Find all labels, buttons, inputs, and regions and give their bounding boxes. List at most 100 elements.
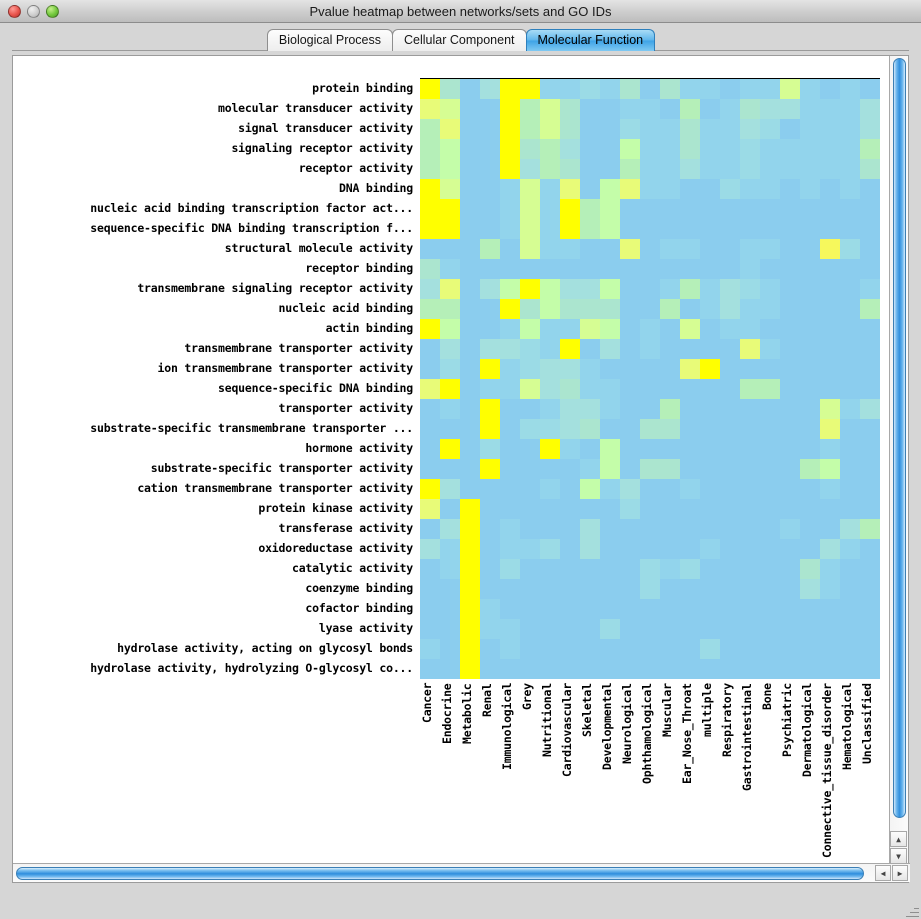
- heatmap-cell[interactable]: [780, 499, 800, 519]
- heatmap-cell[interactable]: [460, 619, 480, 639]
- heatmap-cell[interactable]: [800, 159, 820, 179]
- heatmap-cell[interactable]: [460, 279, 480, 299]
- heatmap-cell[interactable]: [480, 499, 500, 519]
- heatmap-cell[interactable]: [500, 99, 520, 119]
- heatmap-cell[interactable]: [480, 359, 500, 379]
- heatmap-cell[interactable]: [700, 219, 720, 239]
- heatmap-cell[interactable]: [500, 79, 520, 99]
- heatmap-cell[interactable]: [560, 279, 580, 299]
- heatmap-cell[interactable]: [660, 559, 680, 579]
- heatmap-cell[interactable]: [460, 159, 480, 179]
- heatmap-cell[interactable]: [500, 459, 520, 479]
- heatmap-cell[interactable]: [520, 239, 540, 259]
- heatmap-cell[interactable]: [720, 519, 740, 539]
- heatmap-cell[interactable]: [740, 399, 760, 419]
- heatmap-cell[interactable]: [780, 339, 800, 359]
- heatmap-cell[interactable]: [860, 219, 880, 239]
- heatmap-cell[interactable]: [640, 599, 660, 619]
- heatmap-cell[interactable]: [580, 219, 600, 239]
- heatmap-cell[interactable]: [640, 619, 660, 639]
- heatmap-cell[interactable]: [740, 639, 760, 659]
- heatmap-cell[interactable]: [680, 99, 700, 119]
- heatmap-cell[interactable]: [460, 359, 480, 379]
- heatmap-cell[interactable]: [660, 159, 680, 179]
- heatmap-cell[interactable]: [580, 419, 600, 439]
- heatmap-cell[interactable]: [720, 559, 740, 579]
- heatmap-cell[interactable]: [820, 139, 840, 159]
- heatmap-cell[interactable]: [760, 299, 780, 319]
- heatmap-cell[interactable]: [420, 339, 440, 359]
- heatmap-cell[interactable]: [660, 119, 680, 139]
- heatmap-cell[interactable]: [520, 599, 540, 619]
- heatmap-cell[interactable]: [460, 539, 480, 559]
- heatmap-cell[interactable]: [480, 259, 500, 279]
- heatmap-cell[interactable]: [480, 419, 500, 439]
- heatmap-cell[interactable]: [720, 359, 740, 379]
- heatmap-cell[interactable]: [540, 419, 560, 439]
- heatmap-cell[interactable]: [760, 499, 780, 519]
- heatmap-cell[interactable]: [840, 439, 860, 459]
- heatmap-cell[interactable]: [820, 659, 840, 679]
- heatmap-cell[interactable]: [480, 239, 500, 259]
- heatmap-cell[interactable]: [720, 479, 740, 499]
- heatmap-cell[interactable]: [740, 379, 760, 399]
- heatmap-cell[interactable]: [620, 179, 640, 199]
- horizontal-scrollbar[interactable]: ◀ ▶: [13, 863, 910, 882]
- heatmap-cell[interactable]: [520, 579, 540, 599]
- heatmap-cell[interactable]: [540, 439, 560, 459]
- heatmap-cell[interactable]: [680, 79, 700, 99]
- heatmap-cell[interactable]: [640, 159, 660, 179]
- heatmap-cell[interactable]: [440, 159, 460, 179]
- heatmap-cell[interactable]: [600, 519, 620, 539]
- heatmap-cell[interactable]: [720, 379, 740, 399]
- heatmap-cell[interactable]: [720, 339, 740, 359]
- heatmap-cell[interactable]: [580, 499, 600, 519]
- heatmap-cell[interactable]: [820, 359, 840, 379]
- heatmap-cell[interactable]: [660, 459, 680, 479]
- heatmap-cell[interactable]: [460, 399, 480, 419]
- heatmap-cell[interactable]: [500, 499, 520, 519]
- heatmap-cell[interactable]: [680, 639, 700, 659]
- heatmap-cell[interactable]: [580, 339, 600, 359]
- heatmap-cell[interactable]: [460, 139, 480, 159]
- heatmap-cell[interactable]: [700, 339, 720, 359]
- heatmap-cell[interactable]: [540, 299, 560, 319]
- heatmap-cell[interactable]: [500, 199, 520, 219]
- heatmap-cell[interactable]: [760, 99, 780, 119]
- heatmap-cell[interactable]: [700, 279, 720, 299]
- heatmap-cell[interactable]: [640, 279, 660, 299]
- heatmap-cell[interactable]: [480, 639, 500, 659]
- heatmap-cell[interactable]: [440, 319, 460, 339]
- heatmap-cell[interactable]: [720, 659, 740, 679]
- heatmap-cell[interactable]: [620, 539, 640, 559]
- vertical-scrollbar[interactable]: ▲ ▼: [889, 56, 908, 864]
- heatmap-cell[interactable]: [640, 519, 660, 539]
- heatmap-cell[interactable]: [800, 659, 820, 679]
- heatmap-cell[interactable]: [500, 539, 520, 559]
- heatmap-cell[interactable]: [700, 499, 720, 519]
- heatmap-cell[interactable]: [480, 399, 500, 419]
- heatmap-cell[interactable]: [660, 239, 680, 259]
- heatmap-cell[interactable]: [800, 279, 820, 299]
- heatmap-cell[interactable]: [420, 519, 440, 539]
- heatmap-cell[interactable]: [840, 199, 860, 219]
- heatmap-cell[interactable]: [440, 459, 460, 479]
- heatmap-cell[interactable]: [600, 199, 620, 219]
- heatmap-cell[interactable]: [780, 179, 800, 199]
- heatmap-cell[interactable]: [420, 99, 440, 119]
- heatmap-cell[interactable]: [620, 239, 640, 259]
- heatmap-cell[interactable]: [760, 619, 780, 639]
- heatmap-cell[interactable]: [420, 299, 440, 319]
- heatmap-cell[interactable]: [580, 99, 600, 119]
- heatmap-cell[interactable]: [560, 559, 580, 579]
- heatmap-cell[interactable]: [700, 439, 720, 459]
- heatmap-cell[interactable]: [500, 399, 520, 419]
- heatmap-cell[interactable]: [500, 259, 520, 279]
- heatmap-cell[interactable]: [620, 439, 640, 459]
- heatmap-cell[interactable]: [700, 459, 720, 479]
- heatmap-cell[interactable]: [560, 219, 580, 239]
- heatmap-cell[interactable]: [580, 299, 600, 319]
- heatmap-cell[interactable]: [560, 439, 580, 459]
- heatmap-cell[interactable]: [640, 459, 660, 479]
- heatmap-cell[interactable]: [460, 439, 480, 459]
